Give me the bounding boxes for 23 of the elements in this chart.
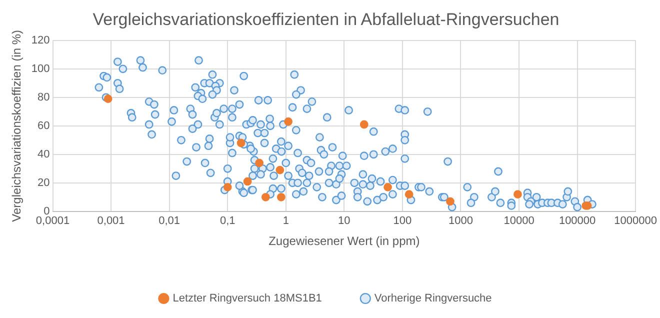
y-tick-label: 20 [38,176,50,189]
x-tick-label: 1000000 [614,215,657,228]
x-axis-title: Zugewiesener Wert (in ppm) [268,234,420,248]
x-tick-label: 10000 [504,215,534,228]
x-tick-label: 10 [338,215,350,228]
x-tick-label: 0,001 [97,215,125,228]
x-tick-label: 0,01 [158,215,180,228]
y-tick-label: 60 [38,120,50,132]
y-tick-label: 40 [38,148,50,160]
x-tick-label: 100 [393,215,412,228]
x-tick-label: 1000 [448,215,473,228]
y-tick-label: 0 [44,205,50,218]
y-tick-label: 100 [31,62,50,75]
y-tick-label: 80 [38,91,50,104]
legend-label: Letzter Ringversuch 18MS1B1 [172,292,322,305]
y-tick-label: 120 [31,34,50,46]
chart-title: Vergleichsvariationskoeffizienten in Abfalleluat-Ringversuchen [92,10,560,29]
y-axis-title: Vergleichsvariationskoeffizien (in %) [10,30,24,222]
x-tick-label: 0,1 [220,215,236,228]
x-tick-label: 100000 [558,215,596,228]
x-tick-label: 0,0001 [36,215,70,228]
x-tick-label: 1 [282,215,289,228]
legend-label: Vorherige Ringversuche [374,292,492,305]
